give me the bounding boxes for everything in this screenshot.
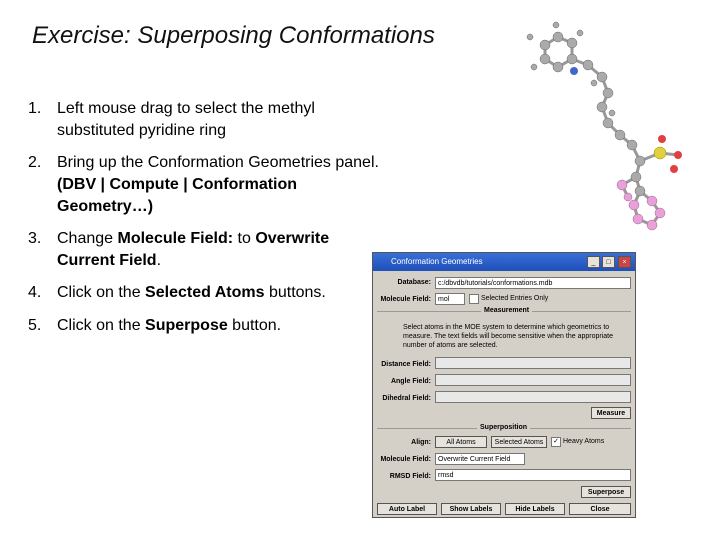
hide-labels-button[interactable]: Hide Labels <box>505 503 565 515</box>
nitrogen-atom <box>570 67 578 75</box>
step-text: Superpose <box>145 317 228 334</box>
step-line: Current Field. <box>57 252 161 270</box>
section-title: Measurement <box>481 307 533 314</box>
maximize-button[interactable]: □ <box>602 256 615 268</box>
step-text: Click on the <box>57 284 146 301</box>
all-atoms-button[interactable]: All Atoms <box>435 436 487 448</box>
dialog-title: Conformation Geometries <box>391 257 483 266</box>
step-number: 4. <box>28 284 42 301</box>
step-line: Click on the Superpose button. <box>57 317 281 335</box>
step-text: . <box>156 252 162 269</box>
superpose-button[interactable]: Superpose <box>581 486 631 498</box>
step-line: substituted pyridine ring <box>57 122 226 140</box>
label: Database: <box>397 279 431 286</box>
auto-label-button[interactable]: Auto Label <box>377 503 437 515</box>
label: Align: <box>411 439 431 446</box>
oxygen-atom <box>674 151 682 159</box>
step-text: Left mouse drag to select the methyl <box>57 100 315 117</box>
slide-title: Exercise: Superposing Conformations <box>32 22 435 49</box>
step-line: (DBV | Compute | Conformation <box>57 176 297 194</box>
checkbox-label: Heavy Atoms <box>563 438 605 445</box>
conformation-dialog: Conformation Geometries _ □ × Database: … <box>372 252 636 518</box>
dihedral-field[interactable] <box>435 391 631 403</box>
checkbox-label: Selected Entries Only <box>481 295 549 302</box>
step-line: Change Molecule Field: to Overwrite <box>57 230 329 248</box>
label: RMSD Field: <box>389 473 431 480</box>
step-number: 3. <box>28 230 42 247</box>
step-text: Bring up the Conformation Geometries pan… <box>57 154 379 171</box>
step-text: Click on the <box>57 317 146 334</box>
step-line: Click on the Selected Atoms buttons. <box>57 284 326 302</box>
step-text: Molecule Field: <box>117 230 234 247</box>
step-text: to <box>233 230 256 247</box>
angle-field[interactable] <box>435 374 631 386</box>
distance-field[interactable] <box>435 357 631 369</box>
oxygen-atom <box>670 165 678 173</box>
step-line: Bring up the Conformation Geometries pan… <box>57 154 379 172</box>
checkbox[interactable]: ✓ <box>551 437 561 447</box>
label: Molecule Field: <box>380 296 431 303</box>
molecule-dropdown[interactable]: mol <box>435 293 465 305</box>
title-bar <box>373 253 635 271</box>
label: Angle Field: <box>390 378 431 385</box>
close-x[interactable]: × <box>618 256 631 268</box>
show-labels-button[interactable]: Show Labels <box>441 503 501 515</box>
close-button[interactable]: Close <box>569 503 631 515</box>
measure-button[interactable]: Measure <box>591 407 631 419</box>
step-text: button. <box>227 317 282 334</box>
database-field[interactable]: c:/dbvdb/tutorials/conformations.mdb <box>435 277 631 289</box>
step-text: (DBV | Compute | Conformation <box>57 176 298 193</box>
label: Molecule Field: <box>380 456 431 463</box>
step-text: buttons. <box>264 284 326 301</box>
step-text: Selected Atoms <box>145 284 265 301</box>
molecule-field-dropdown[interactable]: Overwrite Current Field <box>435 453 525 465</box>
label: Distance Field: <box>381 361 431 368</box>
step-line: Left mouse drag to select the methyl <box>57 100 315 118</box>
checkbox[interactable] <box>469 294 479 304</box>
step-number: 2. <box>28 154 42 171</box>
oxygen-atom <box>658 135 666 143</box>
section-title: Superposition <box>477 424 531 431</box>
step-text: Overwrite <box>255 230 330 247</box>
step-text: substituted pyridine ring <box>57 122 226 139</box>
selected-atoms-button[interactable]: Selected Atoms <box>491 436 547 448</box>
step-number: 1. <box>28 100 42 117</box>
sulfur-atom <box>653 146 667 160</box>
rmsd-field[interactable]: rmsd <box>435 469 631 481</box>
description: Select atoms in the MOE system to determ… <box>403 324 613 349</box>
step-line: Geometry…) <box>57 198 153 216</box>
label: Dihedral Field: <box>382 395 431 402</box>
minimize-button[interactable]: _ <box>587 256 600 268</box>
step-text: Current Field <box>57 252 157 269</box>
molecule-image <box>526 21 682 231</box>
step-number: 5. <box>28 317 42 334</box>
step-text: Geometry…) <box>57 198 154 215</box>
step-text: Change <box>57 230 118 247</box>
